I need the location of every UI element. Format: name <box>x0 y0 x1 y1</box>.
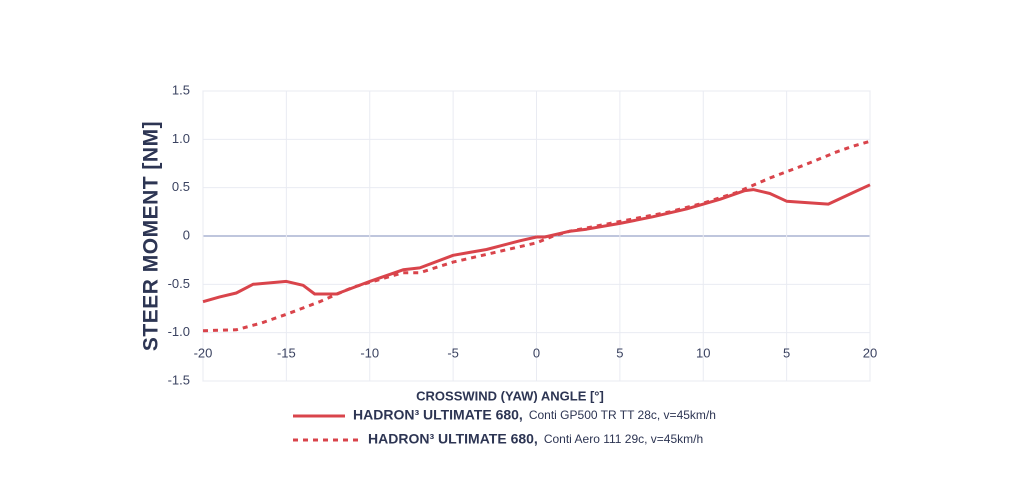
x-tick-label: 5 <box>783 345 790 360</box>
legend-name: HADRON³ ULTIMATE 680, <box>368 431 538 447</box>
y-axis-label: STEER MOMENT [NM] <box>140 121 163 351</box>
series-line <box>202 183 871 304</box>
y-tick-label: 1.0 <box>172 131 190 146</box>
y-tick-label: -0.5 <box>168 276 190 291</box>
y-tick-label: -1.0 <box>168 324 190 339</box>
x-tick-label: 5 <box>616 345 623 360</box>
legend-name: HADRON³ ULTIMATE 680, <box>353 407 523 423</box>
x-tick-label: -15 <box>277 345 296 360</box>
x-tick-label: -10 <box>360 345 379 360</box>
y-tick-label: 0.5 <box>172 179 190 194</box>
legend-description: Conti Aero 111 29c, v=45km/h <box>544 432 703 446</box>
x-axis-label: CROSSWIND (YAW) ANGLE [°] <box>416 388 604 403</box>
x-tick-label: -20 <box>194 345 213 360</box>
y-tick-label: -1.5 <box>168 372 190 387</box>
x-tick-label: 0 <box>533 345 540 360</box>
x-tick-label: 10 <box>696 345 710 360</box>
y-tick-label: 1.5 <box>172 82 190 97</box>
x-tick-label: -5 <box>447 345 459 360</box>
y-tick-label: 0 <box>183 227 190 242</box>
series-line <box>202 139 871 333</box>
legend-description: Conti GP500 TR TT 28c, v=45km/h <box>529 408 716 422</box>
x-tick-label: 20 <box>863 345 877 360</box>
